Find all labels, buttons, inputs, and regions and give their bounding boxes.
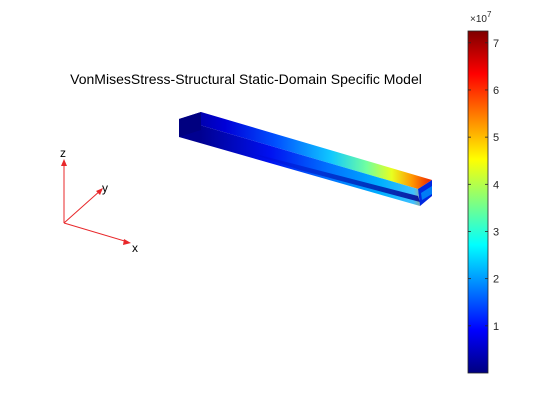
y-axis-arrowhead [96,188,103,195]
plot-title: VonMisesStress-Structural Static-Domain … [70,71,422,87]
colorbar-ticks: 1 2 3 4 5 6 7 [468,38,499,333]
x-axis-arrowhead [123,239,131,245]
colorbar-strip [467,30,489,374]
colorbar-exponent: 7 [487,10,492,19]
beam-fixed-end [179,112,201,137]
colorbar-tick-label: 1 [493,321,499,333]
beam-side-face [179,119,420,206]
x-axis-line [63,222,129,243]
colorbar-tick-label: 2 [493,274,499,286]
z-axis-label: z [60,146,66,160]
colorbar-tick-label: 7 [493,38,499,50]
colorbar-tick-label: 4 [493,179,499,191]
z-axis-arrowhead [61,159,67,166]
beam-top-face [179,112,432,189]
x-axis-label: x [132,241,138,255]
axes-triad: z y x [60,146,138,255]
beam-end-face-shade [421,186,432,200]
colorbar-tick-label: 5 [493,132,499,144]
colorbar-tick-label: 6 [493,85,499,97]
colorbar-tick-label: 3 [493,226,499,238]
beam-model [179,112,432,206]
colorbar-multiplier: ×107 [470,10,492,25]
beam-neutral-band [240,150,420,202]
colorbar: 1 2 3 4 5 6 7 ×107 [467,10,499,374]
y-axis-label: y [102,181,108,195]
y-axis-line [63,189,102,224]
